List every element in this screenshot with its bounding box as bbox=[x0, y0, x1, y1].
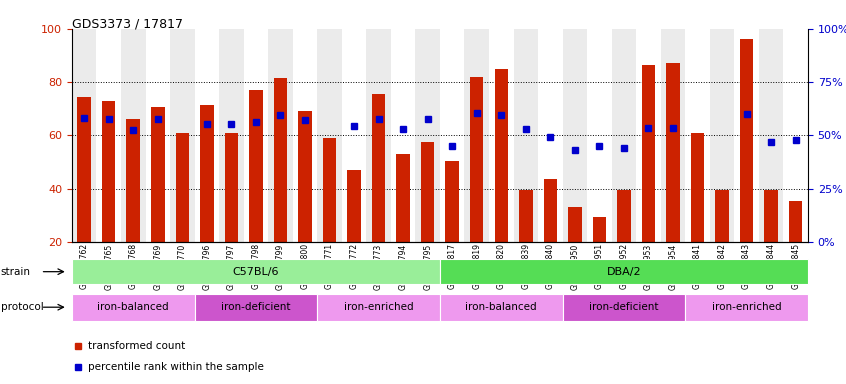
Bar bbox=[127, 119, 140, 242]
Bar bbox=[176, 133, 189, 242]
Bar bbox=[563, 294, 685, 321]
Bar bbox=[72, 259, 440, 284]
Bar bbox=[642, 65, 655, 242]
Text: iron-enriched: iron-enriched bbox=[711, 302, 782, 312]
Bar bbox=[759, 29, 783, 242]
Bar bbox=[397, 154, 409, 242]
Bar bbox=[538, 29, 563, 242]
Bar bbox=[366, 29, 391, 242]
Bar bbox=[78, 97, 91, 242]
Bar bbox=[72, 294, 195, 321]
Bar bbox=[299, 111, 311, 242]
Bar bbox=[618, 190, 630, 242]
Bar bbox=[219, 29, 244, 242]
Bar bbox=[734, 29, 759, 242]
Bar bbox=[587, 29, 612, 242]
Bar bbox=[225, 133, 238, 242]
Bar bbox=[661, 29, 685, 242]
Bar bbox=[195, 294, 317, 321]
Bar bbox=[170, 29, 195, 242]
Bar bbox=[612, 29, 636, 242]
Bar bbox=[667, 63, 679, 242]
Bar bbox=[244, 29, 268, 242]
Bar bbox=[317, 29, 342, 242]
Bar bbox=[789, 200, 802, 242]
Bar bbox=[121, 29, 146, 242]
Bar bbox=[544, 179, 557, 242]
Text: C57BL/6: C57BL/6 bbox=[233, 266, 279, 277]
Bar bbox=[446, 161, 459, 242]
Bar bbox=[489, 29, 514, 242]
Bar bbox=[323, 138, 336, 242]
Bar bbox=[415, 29, 440, 242]
Bar bbox=[710, 29, 734, 242]
Text: iron-enriched: iron-enriched bbox=[343, 302, 414, 312]
Bar bbox=[464, 29, 489, 242]
Bar bbox=[514, 29, 538, 242]
Text: GDS3373 / 17817: GDS3373 / 17817 bbox=[72, 17, 183, 30]
Bar bbox=[495, 69, 508, 242]
Bar bbox=[691, 133, 704, 242]
Bar bbox=[783, 29, 808, 242]
Text: iron-balanced: iron-balanced bbox=[97, 302, 169, 312]
Bar bbox=[317, 294, 440, 321]
Text: transformed count: transformed count bbox=[88, 341, 185, 351]
Text: percentile rank within the sample: percentile rank within the sample bbox=[88, 362, 264, 372]
Bar bbox=[201, 105, 213, 242]
Bar bbox=[348, 170, 360, 242]
Bar bbox=[685, 294, 808, 321]
Bar bbox=[151, 108, 164, 242]
Bar bbox=[274, 78, 287, 242]
Text: iron-deficient: iron-deficient bbox=[589, 302, 659, 312]
Bar bbox=[102, 101, 115, 242]
Bar bbox=[372, 94, 385, 242]
Bar bbox=[519, 190, 532, 242]
Bar bbox=[96, 29, 121, 242]
Bar bbox=[250, 90, 262, 242]
Bar bbox=[740, 40, 753, 242]
Text: iron-deficient: iron-deficient bbox=[221, 302, 291, 312]
Bar bbox=[268, 29, 293, 242]
Bar bbox=[440, 294, 563, 321]
Bar bbox=[391, 29, 415, 242]
Bar bbox=[72, 29, 96, 242]
Bar bbox=[636, 29, 661, 242]
Bar bbox=[440, 29, 464, 242]
Bar bbox=[716, 190, 728, 242]
Bar bbox=[342, 29, 366, 242]
Text: DBA/2: DBA/2 bbox=[607, 266, 641, 277]
Text: protocol: protocol bbox=[1, 302, 44, 312]
Bar bbox=[569, 207, 581, 242]
Bar bbox=[440, 259, 808, 284]
Bar bbox=[765, 190, 777, 242]
Bar bbox=[593, 217, 606, 242]
Bar bbox=[195, 29, 219, 242]
Bar bbox=[146, 29, 170, 242]
Bar bbox=[685, 29, 710, 242]
Bar bbox=[563, 29, 587, 242]
Bar bbox=[293, 29, 317, 242]
Bar bbox=[470, 77, 483, 242]
Bar bbox=[421, 142, 434, 242]
Text: iron-balanced: iron-balanced bbox=[465, 302, 537, 312]
Text: strain: strain bbox=[1, 266, 30, 277]
